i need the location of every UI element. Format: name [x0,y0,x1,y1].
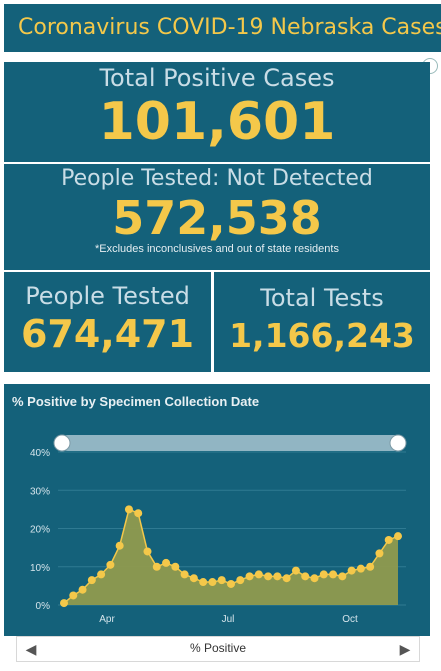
data-point [282,574,291,583]
data-point [264,572,273,581]
x-tick-label: Jul [222,614,235,625]
page-title-text: Coronavirus COVID-19 Nebraska Cases [18,15,441,40]
page-title: Coronavirus COVID-19 Nebraska Cases [4,4,441,52]
data-point [97,570,106,579]
range-slider-track [60,435,404,451]
people-tested-card: People Tested 674,471 [4,272,211,372]
data-point [60,599,68,608]
data-point [134,509,143,518]
total-positive-value: 101,601 [98,92,336,152]
people-tested-value: 674,471 [20,312,195,356]
data-point [254,570,263,579]
range-slider-start-handle[interactable] [53,434,71,452]
data-point [236,576,245,585]
data-point [87,576,96,585]
data-point [366,562,375,571]
data-point [106,560,115,569]
x-tick-label: Oct [342,614,358,625]
data-point [199,578,208,587]
data-point [310,574,319,583]
data-point [227,579,235,588]
not-detected-label: People Tested: Not Detected [61,166,373,191]
data-point [347,566,356,575]
data-point [115,541,124,550]
total-positive-label: Total Positive Cases [99,64,335,92]
data-point [338,572,347,581]
data-point [384,535,393,544]
people-tested-label: People Tested [25,282,190,310]
data-point [356,564,365,573]
y-tick-label: 10% [30,563,50,574]
range-slider-end-handle[interactable] [389,434,407,452]
not-detected-card: People Tested: Not Detected 572,538 *Exc… [4,164,430,270]
y-tick-label: 20% [30,525,50,536]
chart-svg: 0% 10% 20% 30% 40% Apr Jul Oct [30,434,407,625]
y-tick-label: 40% [30,448,50,459]
total-tests-value: 1,166,243 [229,316,415,355]
data-point [301,572,310,581]
total-positive-card: Total Positive Cases 101,601 [4,62,430,162]
data-point [208,578,217,587]
data-point [291,566,300,575]
data-point [171,562,180,571]
data-point [180,570,189,579]
y-tick-label: 30% [30,486,50,497]
data-point [189,574,198,583]
data-point [375,549,384,558]
x-tick-label: Apr [99,614,115,625]
data-point [245,572,254,581]
data-point [319,570,328,579]
total-tests-label: Total Tests [260,284,384,312]
data-point [152,562,161,571]
chart-title: % Positive by Specimen Collection Date [12,394,260,409]
series-selector-label: % Positive [189,641,247,655]
chart-panel: 0% 10% 20% 30% 40% Apr Jul Oct % Positive by Sp… [4,384,430,636]
data-point [394,532,402,541]
total-tests-card: Total Tests 1,166,243 [214,272,430,372]
data-point [273,572,282,581]
data-point [329,570,338,579]
next-series-icon[interactable]: ▶ [399,641,411,657]
data-point [217,576,226,585]
data-point [143,547,152,556]
y-tick-label: 0% [36,601,51,612]
not-detected-value: 572,538 [112,191,322,245]
series-selector: ◀ % Positive ▶ [16,636,420,662]
data-point [69,591,78,600]
data-point [124,505,133,514]
prev-series-icon[interactable]: ◀ [25,641,37,657]
not-detected-note: *Excludes inconclusives and out of state… [95,243,339,255]
data-point [162,558,171,567]
data-point [78,585,87,594]
